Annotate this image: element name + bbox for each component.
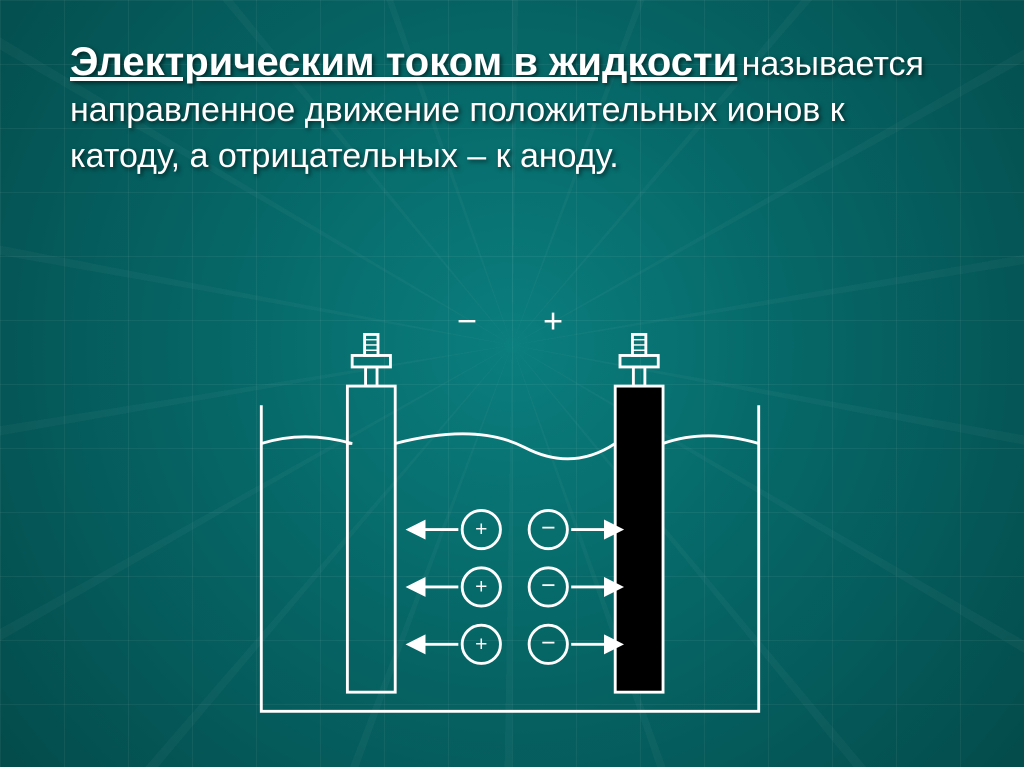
svg-text:−: − (541, 572, 556, 600)
svg-text:−: − (541, 629, 556, 657)
title-emphasis: Электрическим током в жидкости (70, 40, 737, 84)
svg-text:+: + (475, 633, 487, 656)
svg-text:−: − (457, 303, 477, 341)
svg-text:−: − (541, 514, 556, 542)
svg-text:+: + (475, 518, 487, 541)
slide: Электрическим током в жидкости называетс… (0, 0, 1024, 767)
svg-text:+: + (543, 303, 563, 341)
electrolysis-diagram: − + + − + − + − (200, 300, 820, 740)
svg-text:+: + (475, 576, 487, 599)
title-block: Электрическим током в жидкости называетс… (70, 40, 954, 180)
diagram-svg: − + + − + − + − (200, 300, 820, 740)
